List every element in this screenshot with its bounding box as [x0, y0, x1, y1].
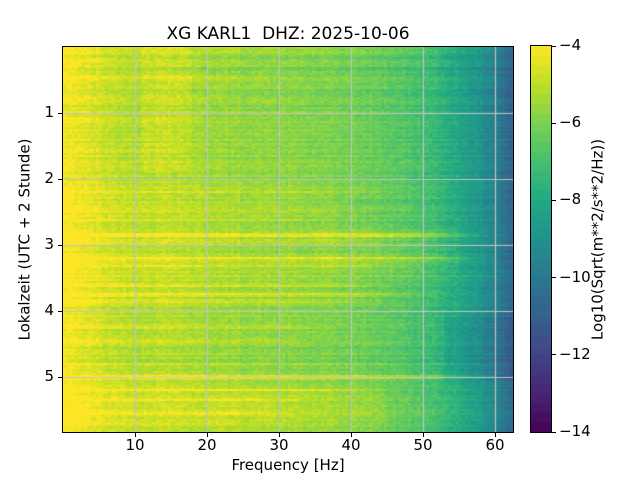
y-tick-label: 4 [44, 301, 54, 319]
colorbar-tick-mark [552, 122, 556, 124]
y-tick-mark [58, 376, 62, 378]
y-tick-mark [58, 178, 62, 180]
spectrogram-canvas [63, 47, 513, 432]
y-tick-mark [58, 112, 62, 114]
colorbar-tick-mark [552, 354, 556, 356]
x-tick-mark [206, 433, 208, 437]
x-axis-label: Frequency [Hz] [231, 456, 345, 474]
x-tick-mark [278, 433, 280, 437]
x-tick-label: 10 [125, 436, 145, 454]
colorbar-tick-mark [552, 277, 556, 279]
x-tick-label: 40 [341, 436, 361, 454]
colorbar-border [530, 45, 552, 433]
y-tick-mark [58, 310, 62, 312]
colorbar-tick-label: −10 [559, 267, 591, 286]
colorbar-label: Log10(Sqrt(m**2/s**2/Hz)) [588, 138, 607, 341]
colorbar-canvas [531, 46, 551, 432]
y-tick-label: 3 [44, 235, 54, 253]
x-tick-label: 50 [413, 436, 433, 454]
colorbar-tick-mark [552, 199, 556, 201]
colorbar-tick-mark [552, 431, 556, 433]
y-tick-mark [58, 244, 62, 246]
colorbar-tick-label: −12 [559, 344, 591, 363]
plot-title: XG KARL1 DHZ: 2025-10-06 [166, 24, 410, 44]
x-tick-mark [422, 433, 424, 437]
colorbar-tick-mark [552, 45, 556, 47]
colorbar-tick-label: −6 [559, 113, 582, 132]
y-tick-label: 1 [44, 103, 54, 121]
x-tick-mark [134, 433, 136, 437]
x-tick-label: 20 [197, 436, 217, 454]
x-tick-mark [494, 433, 496, 437]
colorbar-tick-label: −14 [559, 422, 591, 440]
x-tick-label: 60 [485, 436, 505, 454]
x-tick-label: 30 [269, 436, 289, 454]
y-tick-label: 5 [44, 367, 54, 385]
x-tick-mark [350, 433, 352, 437]
y-tick-label: 2 [44, 169, 54, 187]
colorbar-tick-label: −4 [559, 36, 582, 54]
colorbar-tick-label: −8 [559, 190, 582, 209]
plot-border [62, 46, 514, 433]
